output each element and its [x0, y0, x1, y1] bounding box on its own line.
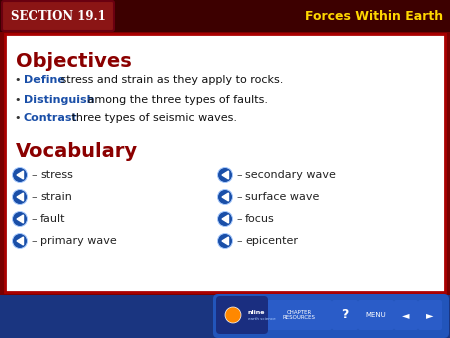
- Circle shape: [13, 212, 27, 226]
- Text: among the three types of faults.: among the three types of faults.: [85, 95, 269, 105]
- Polygon shape: [17, 171, 23, 179]
- Text: fault: fault: [40, 214, 66, 224]
- Text: –: –: [236, 192, 242, 202]
- Text: –: –: [31, 170, 36, 180]
- Circle shape: [225, 307, 241, 323]
- Circle shape: [217, 168, 233, 183]
- FancyBboxPatch shape: [266, 300, 332, 330]
- Text: •: •: [14, 75, 21, 85]
- Text: Distinguish: Distinguish: [24, 95, 94, 105]
- Text: surface wave: surface wave: [245, 192, 320, 202]
- Text: Define: Define: [24, 75, 65, 85]
- Circle shape: [13, 190, 27, 204]
- Polygon shape: [17, 237, 23, 245]
- Circle shape: [217, 212, 233, 226]
- Text: –: –: [31, 236, 36, 246]
- Text: –: –: [31, 192, 36, 202]
- Polygon shape: [17, 215, 23, 223]
- Text: –: –: [236, 236, 242, 246]
- Text: earth science: earth science: [248, 317, 275, 321]
- Text: MENU: MENU: [365, 312, 387, 318]
- Text: strain: strain: [40, 192, 72, 202]
- Polygon shape: [222, 171, 229, 179]
- Text: primary wave: primary wave: [40, 236, 117, 246]
- Bar: [0, 0, 450, 32]
- Polygon shape: [222, 193, 229, 201]
- FancyBboxPatch shape: [394, 300, 418, 330]
- Text: CHAPTER
RESOURCES: CHAPTER RESOURCES: [283, 310, 315, 320]
- FancyBboxPatch shape: [2, 1, 114, 31]
- Text: •: •: [14, 113, 21, 123]
- FancyBboxPatch shape: [213, 294, 449, 338]
- Text: stress: stress: [40, 170, 73, 180]
- Circle shape: [13, 234, 27, 248]
- Text: three types of seismic waves.: three types of seismic waves.: [68, 113, 237, 123]
- Circle shape: [217, 234, 233, 248]
- Text: Objectives: Objectives: [16, 52, 132, 71]
- Circle shape: [13, 168, 27, 183]
- Text: ◄: ◄: [402, 310, 410, 320]
- Text: Vocabulary: Vocabulary: [16, 142, 138, 161]
- Polygon shape: [222, 215, 229, 223]
- FancyBboxPatch shape: [216, 296, 268, 334]
- FancyBboxPatch shape: [332, 300, 358, 330]
- Text: Contrast: Contrast: [24, 113, 78, 123]
- Text: –: –: [31, 214, 36, 224]
- Circle shape: [217, 190, 233, 204]
- Text: Forces Within Earth: Forces Within Earth: [305, 9, 443, 23]
- Text: focus: focus: [245, 214, 275, 224]
- Text: ?: ?: [341, 309, 349, 321]
- FancyBboxPatch shape: [5, 34, 445, 292]
- Text: –: –: [236, 170, 242, 180]
- Text: epicenter: epicenter: [245, 236, 298, 246]
- Text: •: •: [14, 95, 21, 105]
- FancyBboxPatch shape: [358, 300, 394, 330]
- FancyBboxPatch shape: [0, 0, 450, 32]
- Text: –: –: [236, 214, 242, 224]
- Polygon shape: [17, 193, 23, 201]
- FancyBboxPatch shape: [0, 295, 450, 338]
- Text: ►: ►: [426, 310, 434, 320]
- Text: SECTION 19.1: SECTION 19.1: [11, 9, 105, 23]
- Text: nline: nline: [248, 311, 266, 315]
- FancyBboxPatch shape: [418, 300, 442, 330]
- Text: stress and strain as they apply to rocks.: stress and strain as they apply to rocks…: [57, 75, 284, 85]
- Text: secondary wave: secondary wave: [245, 170, 336, 180]
- Polygon shape: [222, 237, 229, 245]
